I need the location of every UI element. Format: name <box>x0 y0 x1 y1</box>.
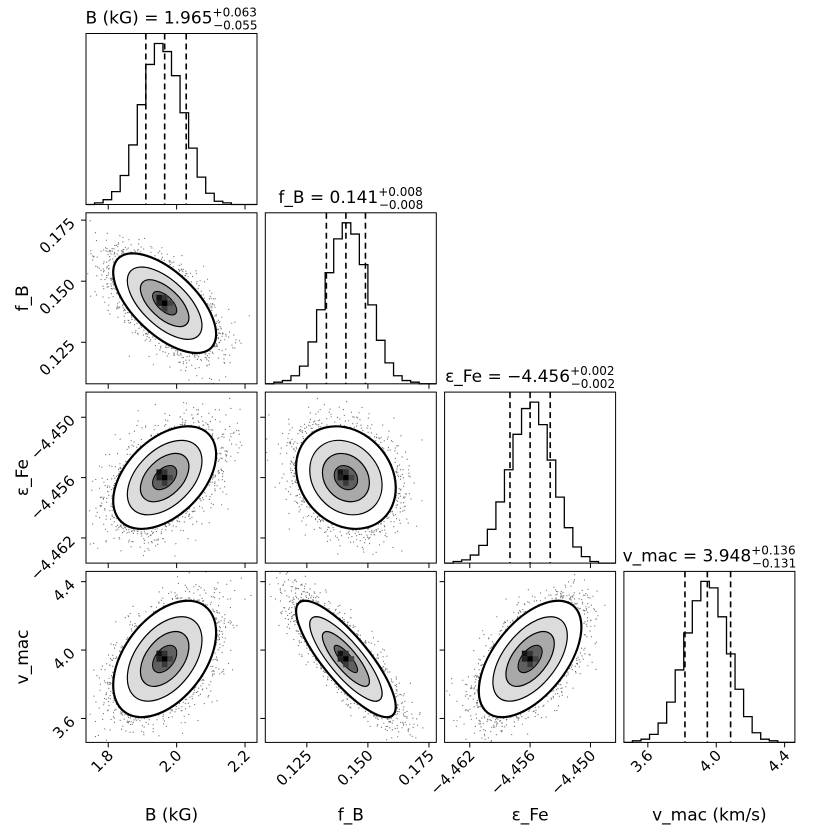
density-peak-cell-0 <box>521 650 528 657</box>
scatter-group-eFe-fB <box>266 398 423 555</box>
x-tick-label-fB: 0.150 <box>334 747 377 790</box>
panel-title-B: B (kG) = 1.965+0.063 −0.055 <box>85 6 257 33</box>
x-tick-label-B: 1.8 <box>87 746 117 776</box>
density-peak-cell-2 <box>337 474 344 481</box>
density-peak-cell-1 <box>161 294 168 301</box>
panel-title-eFe: ε_Fe = −4.456+0.002 −0.002 <box>445 364 615 391</box>
x-tick-label-fB: 0.125 <box>273 746 316 789</box>
density-peak-cell-3 <box>161 300 168 306</box>
y-tick-label-eFe: −4.450 <box>27 411 79 463</box>
x-axis-label-fB: f_B <box>338 805 364 825</box>
y-tick-label-fB: 0.150 <box>36 275 79 318</box>
histogram-fB <box>265 222 437 385</box>
x-tick-label-B: 2.2 <box>224 746 254 776</box>
density-peak-cell-1 <box>527 650 533 657</box>
density-peak-cell-1 <box>161 469 168 475</box>
y-axis-label-vmac: v_mac <box>13 629 33 684</box>
density-peak-cell-3 <box>161 474 168 481</box>
density-peak-cell-0 <box>156 294 162 301</box>
panel-title-fB: f_B = 0.141+0.008 −0.008 <box>278 185 423 212</box>
histogram-eFe <box>444 401 616 564</box>
density-peak-cell-0 <box>156 650 162 657</box>
scatter-group-fB-B <box>87 220 250 384</box>
x-tick-label-vmac: 3.6 <box>627 746 657 776</box>
x-tick-label-vmac: 4.0 <box>695 746 725 776</box>
scatter-frame-fB-B <box>85 212 258 385</box>
scatter-group-vmac-fB <box>269 571 424 743</box>
y-tick-label-eFe: −4.462 <box>27 532 79 584</box>
density-peak-cell-0 <box>337 469 344 475</box>
density-peak-cell-4 <box>348 656 355 662</box>
density-peak-cell-5 <box>343 480 349 486</box>
y-axis-label-eFe: ε_Fe <box>13 459 33 496</box>
density-peak-cell-3 <box>161 656 168 662</box>
x-tick-label-vmac: 4.4 <box>764 746 794 776</box>
x-axis-label-eFe: ε_Fe <box>512 805 549 825</box>
density-peak-cell-1 <box>161 650 168 657</box>
hist-frame-vmac <box>623 570 796 743</box>
x-tick-label-eFe: −4.450 <box>547 747 599 799</box>
x-tick-label-eFe: −4.462 <box>427 746 479 798</box>
x-axis-label-vmac: v_mac (km/s) <box>652 805 767 825</box>
density-peak-cell-5 <box>527 661 533 668</box>
density-peak-cell-0 <box>337 650 344 657</box>
density-peak-cell-4 <box>532 656 539 662</box>
y-tick-label-fB: 0.175 <box>36 214 79 257</box>
density-peak-cell-3 <box>527 656 533 662</box>
y-axis-label-fB: f_B <box>13 285 33 311</box>
density-peak-cell-4 <box>167 300 173 306</box>
density-peak-cell-0 <box>156 469 162 475</box>
density-peak-cell-1 <box>343 469 349 475</box>
density-peak-cell-1 <box>343 650 349 657</box>
hist-frame-B <box>85 33 258 205</box>
x-tick-label-B: 2.0 <box>156 746 186 776</box>
y-tick-label-fB: 0.125 <box>36 336 79 379</box>
scatter-group-vmac-eFe <box>446 574 606 743</box>
density-peak-cell-4 <box>348 474 355 481</box>
y-tick-label-vmac: 4.4 <box>49 576 79 606</box>
density-peak-cell-5 <box>161 661 168 668</box>
scatter-group-vmac-B <box>89 571 252 741</box>
histogram-B <box>86 42 257 206</box>
scatter-frame-vmac-B <box>85 570 258 743</box>
density-peak-cell-4 <box>167 656 173 662</box>
hist-panel-bg-vmac <box>623 571 795 743</box>
panel-title-vmac: v_mac = 3.948+0.136 −0.131 <box>623 543 797 570</box>
density-peak-cell-5 <box>161 480 168 486</box>
density-peak-cell-2 <box>156 656 162 662</box>
histogram-vmac <box>623 580 795 744</box>
y-tick-label-eFe: −4.456 <box>27 472 79 524</box>
scatter-group-eFe-B <box>89 397 243 557</box>
density-peak-cell-2 <box>337 656 344 662</box>
y-tick-label-vmac: 3.6 <box>49 713 79 743</box>
x-tick-label-eFe: −4.456 <box>487 747 539 799</box>
density-peak-cell-2 <box>156 474 162 481</box>
density-peak-cell-5 <box>161 305 168 312</box>
density-peak-cell-2 <box>521 656 528 662</box>
density-peak-cell-2 <box>156 300 162 306</box>
hist-panel-bg-fB <box>265 212 437 384</box>
density-peak-cell-5 <box>343 661 349 668</box>
density-peak-cell-3 <box>343 474 349 481</box>
density-peak-cell-3 <box>343 656 349 662</box>
density-peak-cell-4 <box>167 474 173 481</box>
y-tick-label-vmac: 4.0 <box>49 644 79 674</box>
hist-frame-fB <box>264 212 437 385</box>
scatter-frame-vmac-fB <box>264 570 437 743</box>
x-axis-label-B: B (kG) <box>145 805 198 825</box>
